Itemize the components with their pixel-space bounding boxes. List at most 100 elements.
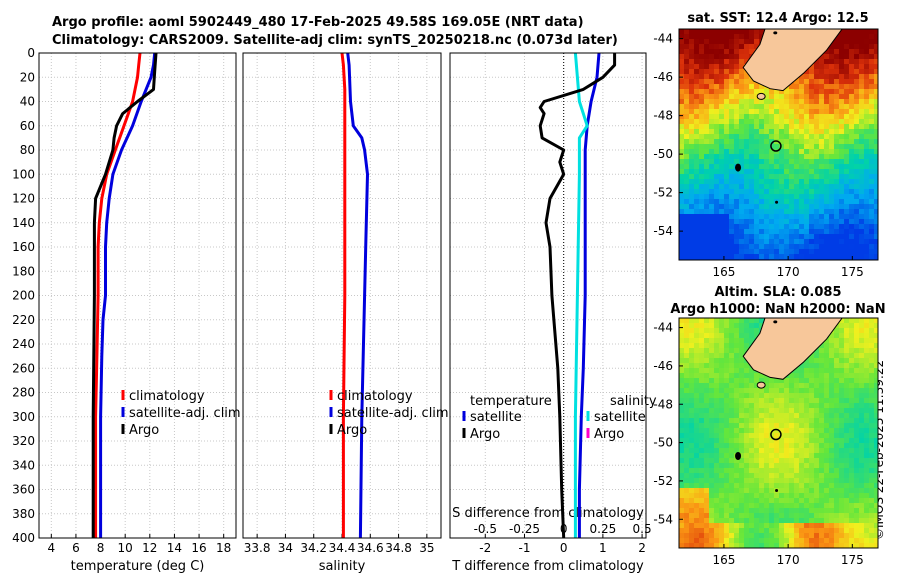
map-cell [854,518,859,523]
map-cell [814,84,819,89]
map-cell [869,403,874,408]
map-cell [814,398,819,403]
map-cell [699,159,704,164]
map-cell [759,503,764,508]
map-cell [834,353,839,358]
map-cell [789,199,794,204]
map-cell [794,239,799,244]
map-cell [794,94,799,99]
map-cell [734,428,739,433]
map-cell [679,244,684,249]
map-cell [799,79,804,84]
map-cell [809,139,814,144]
map-cell [699,318,704,323]
map-cell [744,458,749,463]
map-cell [814,503,819,508]
map-cell [824,433,829,438]
map-cell [754,518,759,523]
map-cell [759,159,764,164]
map-cell [829,79,834,84]
map-cell [829,229,834,234]
map-cell [724,323,729,328]
map-cell [719,473,724,478]
map-cell [709,154,714,159]
map-cell [724,89,729,94]
map-cell [694,29,699,34]
map-cell [734,403,739,408]
map-cell [719,234,724,239]
map-cell [734,388,739,393]
map-cell [749,119,754,124]
map-cell [849,94,854,99]
map-cell [844,448,849,453]
map-cell [809,523,814,528]
map-cell [759,119,764,124]
map-cell [814,249,819,254]
map-cell [844,508,849,513]
map-cell [684,353,689,358]
map-cell [834,538,839,543]
map-cell [679,393,684,398]
map-cell [689,184,694,189]
map-cell [839,119,844,124]
map-cell [839,209,844,214]
map-cell [754,323,759,328]
map-cell [849,174,854,179]
map-cell [839,428,844,433]
map-cell [704,114,709,119]
map-cell [759,214,764,219]
map-cell [789,104,794,109]
map-cell [859,398,864,403]
map-cell [724,338,729,343]
map-cell [749,433,754,438]
map-cell [789,488,794,493]
map-cell [714,154,719,159]
map-cell [834,463,839,468]
map-cell [739,483,744,488]
map-cell [864,229,869,234]
map-cell [714,348,719,353]
map-cell [839,508,844,513]
map-cell [699,423,704,428]
map-cell [704,478,709,483]
map-cell [719,333,724,338]
map-cell [719,179,724,184]
map-cell [774,403,779,408]
map-cell [804,423,809,428]
map-cell [844,249,849,254]
map-cell [814,463,819,468]
map-cell [779,383,784,388]
map-cell [844,333,849,338]
map-cell [869,393,874,398]
land-island [735,452,742,460]
y-tick-label: 280 [12,386,35,400]
map-cell [874,528,878,533]
map-cell [824,134,829,139]
map-cell [844,214,849,219]
map-cell [819,358,824,363]
map-cell [874,473,878,478]
map-cell [829,488,834,493]
map-cell [834,513,839,518]
map-cell [794,154,799,159]
map-cell [814,448,819,453]
map-cell [699,358,704,363]
map-cell [684,239,689,244]
map-cell [729,159,734,164]
map-cell [789,119,794,124]
map-cell [699,94,704,99]
map-cell [799,169,804,174]
map-cell [779,214,784,219]
map-cell [774,463,779,468]
map-cell [794,518,799,523]
map-cell [849,543,854,548]
map-cell [774,383,779,388]
map-cell [864,99,869,104]
map-cell [774,144,779,149]
map-cell [704,498,709,503]
map-cell [874,488,878,493]
map-x-tick-label: 175 [841,553,864,567]
map-cell [824,229,829,234]
map-cell [779,538,784,543]
map-cell [849,224,854,229]
